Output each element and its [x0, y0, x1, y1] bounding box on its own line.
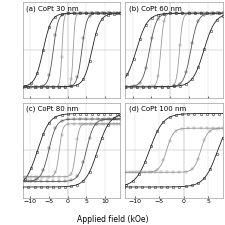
Text: (a) CoPt 30 nm: (a) CoPt 30 nm: [26, 5, 79, 12]
Legend: : [219, 195, 220, 196]
Text: Applied field (kOe): Applied field (kOe): [77, 215, 148, 224]
Text: (b) CoPt 60 nm: (b) CoPt 60 nm: [129, 5, 182, 12]
Text: (c) CoPt 80 nm: (c) CoPt 80 nm: [26, 105, 79, 112]
Text: (d) CoPt 100 nm: (d) CoPt 100 nm: [129, 105, 186, 112]
